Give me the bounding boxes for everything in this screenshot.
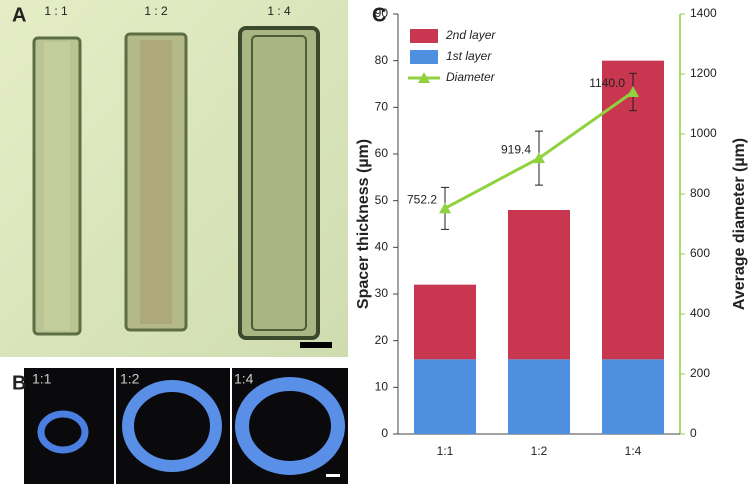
legend-label: 1st layer bbox=[446, 49, 492, 63]
value-label: 919.4 bbox=[501, 142, 531, 156]
marker bbox=[627, 86, 639, 97]
panel-label: C bbox=[372, 4, 386, 26]
x-tick-label: 1:2 bbox=[531, 444, 548, 458]
y-tick-label: 50 bbox=[375, 193, 389, 207]
legend-swatch bbox=[410, 29, 438, 43]
y-tick-label: 20 bbox=[375, 333, 389, 347]
photo-a: A 1 : 1 1 : 2 1 : 4 bbox=[0, 0, 348, 357]
y2-tick-label: 600 bbox=[690, 246, 710, 260]
y-tick-label: 40 bbox=[375, 240, 389, 254]
y-tick-label: 60 bbox=[375, 146, 389, 160]
ratio-label: 1 : 1 bbox=[44, 4, 68, 18]
y-tick-label: 30 bbox=[375, 286, 389, 300]
bar bbox=[508, 359, 570, 434]
y2-tick-label: 0 bbox=[690, 426, 697, 440]
ratio-label: 1:4 bbox=[234, 371, 254, 387]
bar bbox=[414, 359, 476, 434]
ratio-label: 1:2 bbox=[120, 371, 140, 387]
y-axis-title: Spacer thickness (µm) bbox=[355, 139, 372, 309]
y-tick-label: 0 bbox=[381, 426, 388, 440]
marker bbox=[439, 202, 451, 214]
ratio-label: 1:1 bbox=[32, 371, 52, 387]
y-tick-label: 70 bbox=[375, 100, 389, 114]
value-label: 752.2 bbox=[407, 193, 437, 207]
panel-label: A bbox=[12, 4, 26, 26]
bar bbox=[508, 210, 570, 360]
bar bbox=[414, 284, 476, 360]
y2-tick-label: 1200 bbox=[690, 66, 717, 80]
y-tick-label: 10 bbox=[375, 380, 389, 394]
y2-tick-label: 1400 bbox=[690, 6, 717, 20]
ratio-label: 1 : 4 bbox=[267, 4, 291, 18]
y-tick-label: 80 bbox=[375, 53, 389, 67]
value-label: 1140.0 bbox=[589, 76, 625, 90]
marker bbox=[533, 152, 545, 164]
y2-tick-label: 800 bbox=[690, 186, 710, 200]
y-tick-label: 90 bbox=[375, 6, 389, 20]
y2-tick-label: 200 bbox=[690, 366, 710, 380]
photo-b: B 1:1 1:2 1:4 bbox=[12, 368, 348, 484]
ratio-label: 1 : 2 bbox=[144, 4, 168, 18]
legend-label: 2nd layer bbox=[445, 28, 496, 42]
bar bbox=[602, 359, 664, 434]
y2-axis-title: Average diameter (µm) bbox=[731, 138, 748, 310]
y2-tick-label: 1000 bbox=[690, 126, 717, 140]
legend-swatch bbox=[418, 72, 430, 83]
x-tick-label: 1:1 bbox=[437, 444, 454, 458]
x-tick-label: 1:4 bbox=[625, 444, 642, 458]
y2-tick-label: 400 bbox=[690, 306, 710, 320]
panel-label: B bbox=[12, 372, 26, 394]
legend-label: Diameter bbox=[446, 70, 496, 84]
legend-swatch bbox=[410, 50, 438, 64]
